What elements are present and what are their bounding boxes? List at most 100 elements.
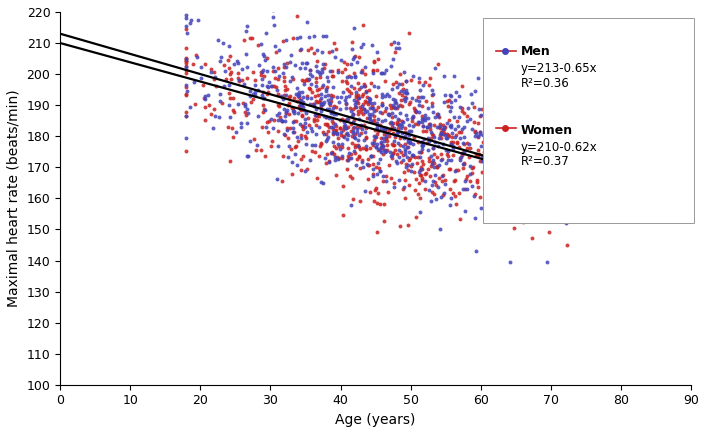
Point (427, 131, 438, 138)
Point (331, 171, 342, 178)
Point (327, 93, 338, 100)
Point (416, 116, 427, 123)
Point (431, 195, 442, 202)
Point (430, 181, 441, 188)
Point (483, 165, 494, 172)
Point (424, 81, 435, 88)
Point (484, 135, 495, 142)
Point (347, 39, 358, 46)
Point (522, 188, 533, 195)
Point (388, 130, 399, 137)
Point (333, 155, 344, 162)
Point (374, 155, 385, 162)
Point (407, 112, 418, 119)
Point (462, 145, 473, 151)
Point (181, 26, 192, 33)
Point (238, 80, 249, 87)
Point (240, 50, 251, 57)
Point (338, 118, 349, 125)
Point (361, 114, 372, 121)
Point (407, 141, 419, 148)
Point (385, 125, 396, 132)
Point (331, 45, 342, 52)
Point (400, 132, 411, 139)
Point (368, 117, 379, 124)
Point (359, 98, 370, 105)
Point (263, 79, 275, 86)
Point (361, 135, 372, 141)
Point (329, 127, 340, 134)
Point (396, 148, 407, 155)
Point (346, 121, 357, 128)
Point (288, 108, 299, 115)
Point (485, 121, 496, 128)
Point (287, 118, 299, 125)
Point (511, 115, 522, 122)
Point (237, 66, 248, 73)
Point (255, 40, 266, 47)
Point (334, 124, 345, 131)
Point (346, 128, 357, 135)
Point (399, 69, 410, 76)
Point (363, 162, 374, 169)
Point (225, 70, 236, 77)
Point (345, 105, 356, 112)
Point (403, 132, 414, 138)
Point (396, 81, 407, 88)
Point (577, 130, 588, 137)
Point (341, 125, 352, 132)
Point (337, 211, 349, 218)
Point (296, 99, 307, 106)
Point (376, 70, 388, 77)
Point (257, 102, 268, 109)
Point (476, 205, 487, 212)
Point (362, 161, 373, 168)
Point (318, 61, 329, 68)
Point (397, 86, 409, 93)
Point (350, 89, 361, 96)
Point (293, 94, 304, 101)
Point (365, 153, 376, 160)
Point (272, 176, 283, 183)
Point (273, 128, 284, 135)
Point (611, 181, 622, 188)
Point (322, 136, 333, 143)
Point (181, 60, 192, 67)
Point (405, 155, 416, 161)
Point (209, 74, 220, 81)
Point (215, 90, 226, 97)
Point (505, 30, 517, 36)
Point (411, 108, 422, 115)
Point (435, 157, 446, 164)
Point (490, 204, 501, 211)
Point (518, 162, 530, 169)
Point (434, 125, 445, 132)
Point (310, 98, 321, 105)
Point (450, 89, 462, 95)
Point (342, 85, 353, 92)
Point (352, 142, 364, 149)
Point (481, 208, 493, 215)
Point (241, 152, 253, 159)
Point (469, 192, 480, 199)
Point (434, 131, 445, 138)
Point (400, 124, 411, 131)
Point (349, 141, 361, 148)
Point (364, 144, 375, 151)
Point (457, 108, 468, 115)
Point (445, 165, 456, 172)
Point (247, 96, 258, 103)
Point (497, 191, 508, 197)
Point (454, 103, 465, 110)
Point (441, 146, 452, 153)
Point (359, 71, 371, 78)
Point (268, 13, 279, 20)
Point (400, 148, 411, 155)
Point (371, 48, 382, 55)
Point (422, 114, 433, 121)
Point (407, 151, 419, 158)
Point (293, 91, 304, 98)
Point (313, 91, 324, 98)
Point (510, 204, 522, 211)
Point (181, 11, 192, 18)
